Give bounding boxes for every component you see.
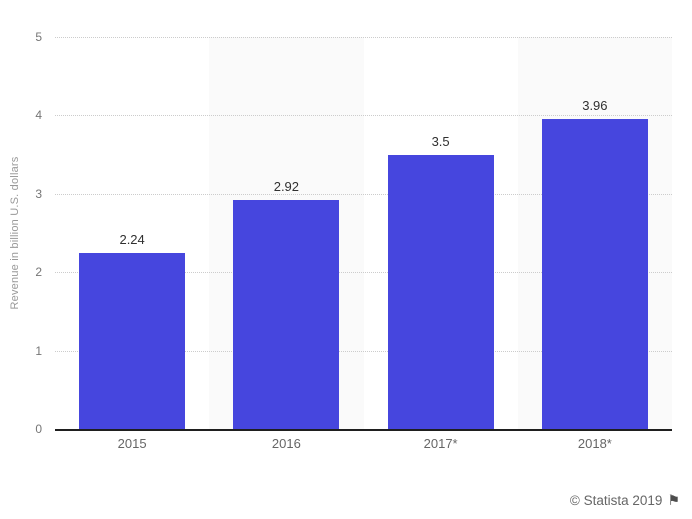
- y-tick-label: 3: [35, 186, 42, 201]
- bar-value-label: 3.96: [582, 97, 608, 113]
- x-tick-label: 2017*: [423, 436, 458, 451]
- gridline: [55, 350, 672, 352]
- y-tick-label: 1: [35, 343, 42, 358]
- x-tick-label: 2015: [117, 436, 147, 451]
- x-tick-label: 2016: [271, 436, 301, 451]
- y-tick-label: 0: [35, 422, 42, 436]
- x-tick-label: 2018*: [577, 436, 612, 451]
- y-axis-title: Revenue in billion U.S. dollars: [9, 156, 21, 310]
- bar-2017*: [387, 154, 494, 429]
- flag-icon[interactable]: ⚑: [667, 492, 680, 508]
- bar-value-label: 3.5: [431, 133, 450, 149]
- y-tick-label: 5: [35, 30, 42, 44]
- gridline: [55, 37, 672, 38]
- y-tick-label: 4: [35, 108, 42, 123]
- y-tick-label: 2: [35, 265, 42, 280]
- copyright-text: © Statista 2019: [569, 493, 663, 508]
- gridline: [55, 115, 672, 117]
- bar-value-label: 2.24: [119, 232, 145, 248]
- bar-2015: [79, 253, 186, 429]
- plot-area: 2.24 2.92 3.5 3.96: [55, 37, 672, 431]
- gridline: [55, 193, 672, 195]
- footer: © Statista 2019 ⚑: [570, 492, 680, 509]
- bar-2016: [233, 200, 340, 429]
- bar-value-label: 2.92: [273, 179, 300, 195]
- bar-2018*: [541, 118, 648, 429]
- gridline: [55, 272, 672, 274]
